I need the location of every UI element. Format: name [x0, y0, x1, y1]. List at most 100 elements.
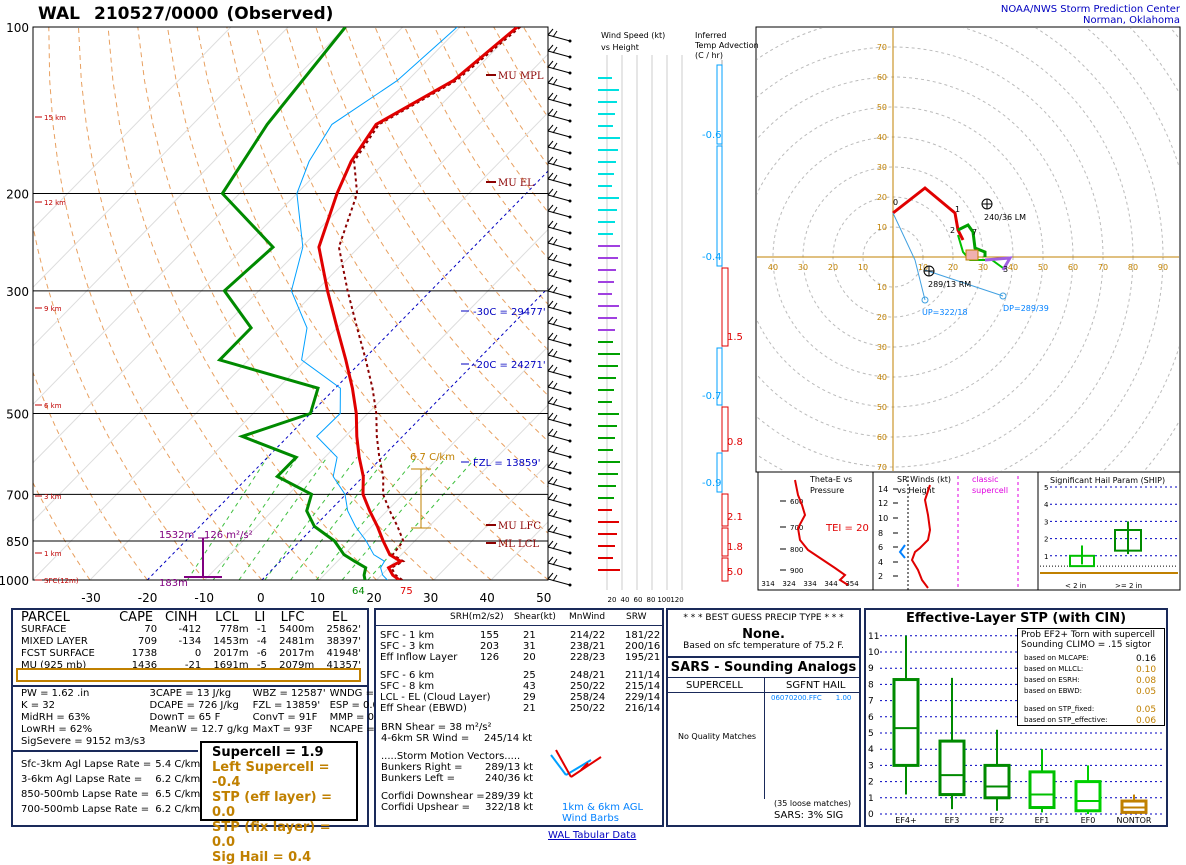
wind-barb	[547, 204, 572, 219]
advection-bar	[721, 267, 729, 347]
srwind-y-tick: 8	[878, 529, 883, 538]
theta-e-panel: Theta-E vs Pressure 314 324 334 344 354 600 70…	[757, 471, 874, 591]
advection-bar	[721, 493, 729, 527]
hodo-ring-label: 10	[877, 283, 887, 292]
dp-label: DP=289/39	[1003, 304, 1049, 313]
stp-category: EF2	[990, 816, 1005, 825]
advection-bar	[716, 145, 723, 267]
thetae-x-tick: 314	[761, 580, 775, 588]
advection-bar	[721, 527, 729, 557]
isotherm	[33, 53, 548, 580]
wind-barb	[547, 108, 572, 123]
parcel-divider	[13, 685, 367, 687]
svg-text:vs Height: vs Height	[897, 486, 935, 495]
precip-sars-panel: * * * BEST GUESS PRECIP TYPE * * * None.…	[666, 608, 861, 827]
temperature-tick: -20	[138, 591, 158, 605]
parcel-row: SURFACE 70 -412 778m -1 5400m 25862'	[21, 624, 361, 635]
wind-barb	[547, 28, 572, 43]
left-supercell-value: Left Supercell = -0.4	[212, 760, 330, 790]
stp-y-tick: 6	[868, 713, 874, 723]
lapse-row: 3-6km Agl Lapse Rate = 6.2 C/km	[21, 773, 201, 786]
motion-row: Bunkers Left = 240/36 kt	[381, 773, 534, 784]
stp-panel: Effective-Layer STP (with CIN) 11 10 9 8 7 6 5…	[864, 608, 1168, 827]
barb-caption-2: Wind Barbs	[562, 813, 619, 824]
hodo-downshear	[924, 269, 1004, 297]
mixing-ratio-line	[238, 457, 328, 580]
wind-barb	[547, 460, 572, 475]
parcel-row: MU (925 mb) 1436 -21 1691m -5 2079m 41357'	[21, 660, 361, 671]
thermo-row: MidRH = 63% DownT = 65 F ConvT = 91F MMP = …	[21, 712, 390, 723]
pressure-tick: 300	[6, 285, 29, 299]
height-label: SFC(12m)	[44, 577, 79, 585]
svg-text:Pressure: Pressure	[810, 486, 844, 495]
brn-shear: BRN Shear = 38 m²/s²	[381, 722, 492, 733]
ws-tick: 60	[634, 596, 643, 604]
lapse-rates: Sfc-3km Agl Lapse Rate = 5.4 C/km 3-6km Ag…	[19, 757, 202, 817]
wind-barb	[547, 348, 572, 363]
stp-y-tick: 1	[868, 794, 874, 804]
kinematics-panel: SRH(m2/s2) Shear(kt) MnWind SRW SFC - 1 …	[374, 608, 664, 827]
isotherm	[33, 27, 461, 464]
wind46-label: 4-6km SR Wind =	[381, 733, 470, 744]
hodo-x-tick: 10	[858, 263, 868, 272]
wind-barb	[547, 396, 572, 411]
dry-adiabat	[344, 27, 548, 351]
stp-y-tick: 0	[868, 810, 874, 820]
composite-box: Supercell = 1.9 Left Supercell = -0.4 ST…	[200, 741, 358, 865]
isotherm	[33, 27, 232, 230]
wind-barb	[547, 428, 572, 443]
hodo-x-tick: 10	[918, 263, 928, 272]
wind-barb	[547, 332, 572, 347]
ml-lcl-label: ML LCL	[498, 539, 539, 550]
dry-adiabat	[78, 27, 320, 580]
advection-bar	[716, 347, 723, 406]
hodo-trace-mid	[957, 223, 987, 257]
temperature-tick: 20	[366, 591, 381, 605]
kinematics-row: SFC - 8 km 43 250/22 215/14	[380, 681, 661, 692]
stp-y-tick: 9	[868, 664, 874, 674]
stp-category: NONTOR	[1116, 816, 1151, 825]
height-label: 6 km	[44, 402, 62, 410]
height-label: 3 km	[44, 493, 62, 501]
wind-barb	[547, 60, 572, 75]
stp-box	[892, 635, 920, 795]
srwind-trace	[910, 484, 932, 589]
sars-col-supercell: SUPERCELL	[686, 680, 743, 691]
stp-box	[1028, 749, 1056, 813]
thetae-y-tick: 600	[790, 498, 803, 506]
hodo-ring-label: 10	[877, 223, 887, 232]
precip-title: * * * BEST GUESS PRECIP TYPE * * *	[683, 613, 844, 623]
supercell-label: supercell	[972, 486, 1008, 495]
advection-value: 2.1	[727, 512, 743, 523]
ship-box-large	[1114, 529, 1142, 552]
dry-adiabat	[196, 27, 548, 580]
thetae-trace	[794, 479, 849, 586]
mu-el-label: MU EL	[498, 178, 534, 189]
srwind-y-tick: 14	[878, 485, 888, 494]
wind-barb	[547, 444, 572, 459]
prob-row: based on EBWD: 0.05	[1024, 687, 1157, 697]
wind-barb	[547, 172, 572, 187]
dry-adiabat	[612, 27, 1186, 580]
isotherm	[33, 27, 289, 289]
lapse-label: 6.7 C/km	[410, 452, 455, 463]
isotherm	[33, 27, 346, 347]
hodo-marker	[965, 249, 979, 261]
hodo-ring-label: 20	[877, 313, 887, 322]
prob-row: based on MLLCL: 0.10	[1024, 665, 1157, 675]
thermo-row: K = 32 DCAPE = 726 J/kg FZL = 13859' ESP = …	[21, 700, 379, 711]
isotherm	[318, 345, 548, 580]
svg-text:SR Winds (kt): SR Winds (kt)	[897, 475, 951, 484]
lm-label: 240/36 LM	[984, 213, 1026, 222]
stp-title: Effective-Layer STP (with CIN)	[905, 611, 1127, 626]
wind46-value: 245/14 kt	[484, 733, 533, 744]
kinematics-row: LCL - EL (Cloud Layer) 29 258/24 229/14	[380, 692, 661, 703]
m20c-label: -20C = 24271'	[473, 360, 546, 371]
tabular-data-link[interactable]: WAL Tabular Data	[548, 830, 637, 841]
stp-category: EF1	[1035, 816, 1050, 825]
ws-tick: 120	[670, 596, 683, 604]
sars-no-match: No Quality Matches	[678, 732, 757, 741]
kinematics-row: Eff Inflow Layer 126 20 228/23 195/21	[380, 652, 661, 663]
mixing-ratio-line	[264, 457, 358, 580]
hodo-ring-label: 40	[877, 373, 887, 382]
